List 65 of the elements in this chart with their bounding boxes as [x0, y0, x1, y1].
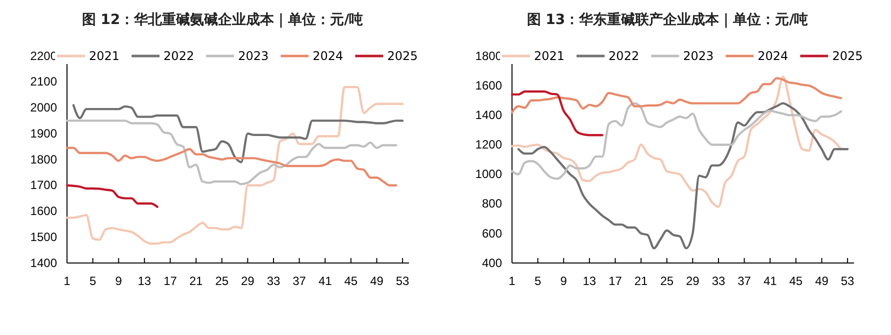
chart-title: 图 13：华东重碱联产企业成本｜单位：元/吨: [526, 11, 808, 28]
y-tick-label: 1600: [475, 78, 502, 92]
x-tick-label: 53: [396, 274, 410, 288]
x-tick-label: 21: [634, 274, 648, 288]
line-series: [510, 102, 842, 180]
legend-label: 2024: [312, 49, 344, 64]
legend-label: 2022: [608, 49, 640, 64]
x-tick-label: 5: [89, 274, 96, 288]
x-tick-label: 37: [292, 274, 306, 288]
legend-label: 2023: [683, 49, 714, 64]
y-tick-label: 1400: [30, 256, 58, 270]
line-series: [517, 102, 849, 250]
legend-label: 2023: [238, 49, 269, 64]
line-series: [66, 120, 398, 186]
line-series: [510, 90, 604, 136]
y-tick-label: 2000: [30, 100, 58, 115]
x-tick-label: 13: [582, 274, 596, 288]
x-tick-label: 25: [215, 274, 229, 288]
legend-label: 2021: [534, 49, 565, 64]
line-series: [510, 77, 842, 114]
line-series: [66, 146, 398, 186]
x-tick-label: 1: [508, 274, 516, 288]
x-tick-label: 45: [344, 274, 358, 288]
x-tick-label: 13: [138, 274, 152, 288]
x-tick-label: 29: [241, 274, 255, 288]
x-tick-label: 17: [164, 274, 178, 288]
y-tick-label: 800: [482, 196, 502, 211]
legend-label: 2021: [89, 49, 120, 64]
line-series: [510, 76, 842, 208]
x-tick-label: 41: [763, 274, 778, 288]
x-tick-label: 1: [64, 274, 71, 288]
y-tick-label: 1600: [30, 204, 58, 218]
y-tick-label: 1400: [475, 108, 502, 122]
x-tick-label: 9: [560, 274, 568, 288]
x-tick-label: 33: [712, 274, 726, 288]
x-tick-label: 33: [266, 274, 280, 288]
y-tick-label: 1000: [475, 167, 502, 182]
y-tick-label: 600: [482, 226, 502, 240]
x-tick-label: 25: [660, 274, 674, 288]
x-tick-label: 37: [738, 274, 752, 288]
x-tick-label: 49: [815, 274, 829, 288]
x-tick-label: 9: [115, 274, 122, 288]
line-series: [66, 86, 404, 245]
y-tick-label: 1700: [30, 178, 58, 192]
x-tick-label: 17: [608, 274, 622, 288]
legend-label: 2024: [758, 49, 788, 64]
x-tick-label: 49: [370, 274, 384, 288]
legend-label: 2022: [164, 49, 194, 64]
legend-label: 2025: [387, 49, 418, 64]
y-tick-label: 400: [482, 256, 502, 270]
x-tick-label: 21: [189, 274, 204, 288]
line-series: [72, 104, 404, 164]
x-tick-label: 53: [840, 274, 855, 288]
y-tick-label: 1500: [30, 230, 58, 244]
y-tick-label: 1800: [30, 152, 58, 166]
x-tick-label: 41: [318, 274, 332, 288]
legend-label: 2025: [832, 49, 863, 64]
y-tick-label: 2100: [30, 74, 58, 89]
y-tick-label: 1900: [30, 126, 58, 140]
x-tick-label: 45: [789, 274, 803, 288]
x-tick-label: 5: [534, 274, 542, 288]
line-series: [66, 184, 158, 208]
x-tick-label: 29: [686, 274, 700, 288]
chart-title: 图 12：华北重碱氨碱企业成本｜单位：元/吨: [82, 12, 364, 28]
y-tick-label: 1200: [475, 138, 502, 152]
